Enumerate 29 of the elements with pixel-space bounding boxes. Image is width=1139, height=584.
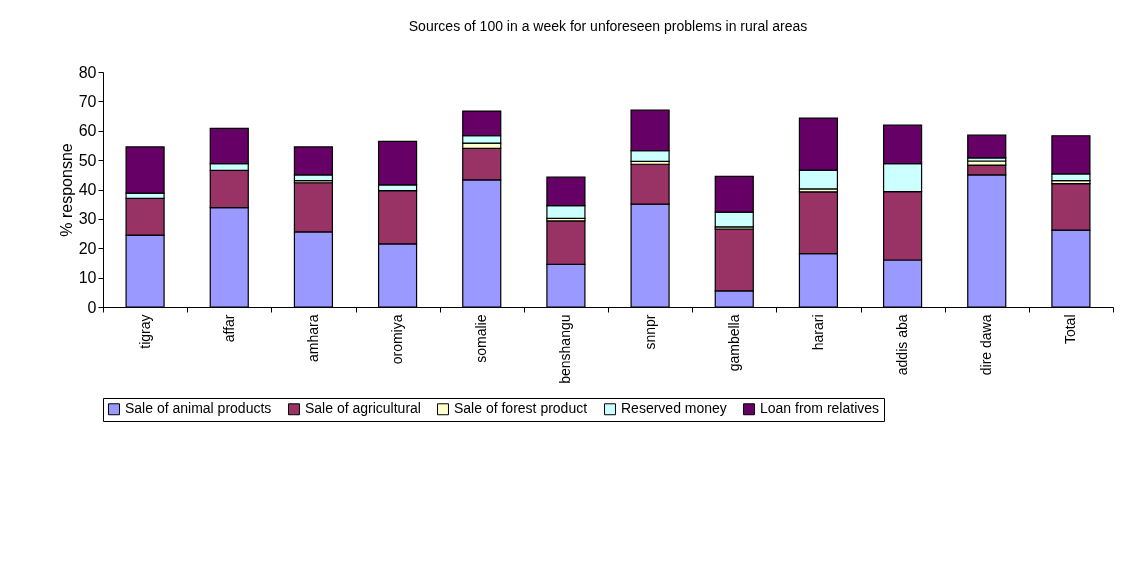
x-tick-label: oromiya [389,314,406,365]
x-tick-label: snnpr [641,314,658,350]
legend-label: Loan from relatives [760,400,880,417]
y-tick-label: 70 [78,92,97,110]
x-tick-label: addis aba [894,314,911,376]
legend-label: Sale of agricultural [305,400,421,417]
x-tick-label: gambella [725,314,742,372]
x-tick-label: amhara [304,314,321,362]
y-tick-label: 60 [78,122,97,140]
x-tick-label: tigray [136,314,153,349]
bar [967,134,1007,159]
y-tick-label: 30 [78,210,97,228]
y-tick-label: 0 [87,298,97,316]
y-tick-label: 50 [78,151,97,169]
x-tick-label: affar [220,314,237,343]
legend-label: Sale of animal products [125,400,272,417]
x-tick-label: dire dawa [978,314,995,376]
legend-label: Sale of forest product [454,400,588,417]
y-tick-label: 80 [78,63,97,81]
y-tick-label: 40 [78,181,97,198]
y-axis-title: % responsne [57,143,75,237]
y-tick-label: 20 [78,239,97,257]
x-tick-label: somalie [473,314,490,363]
x-tick-label: benshangu [557,314,574,384]
x-tick-label: harari [809,314,826,351]
chart-title: Sources of 100 in a week for unforeseen problems in rural areas [408,18,808,34]
legend-label: Reserved money [621,400,727,417]
x-tick-label: Total [1062,314,1079,345]
y-tick-label: 10 [78,269,97,287]
